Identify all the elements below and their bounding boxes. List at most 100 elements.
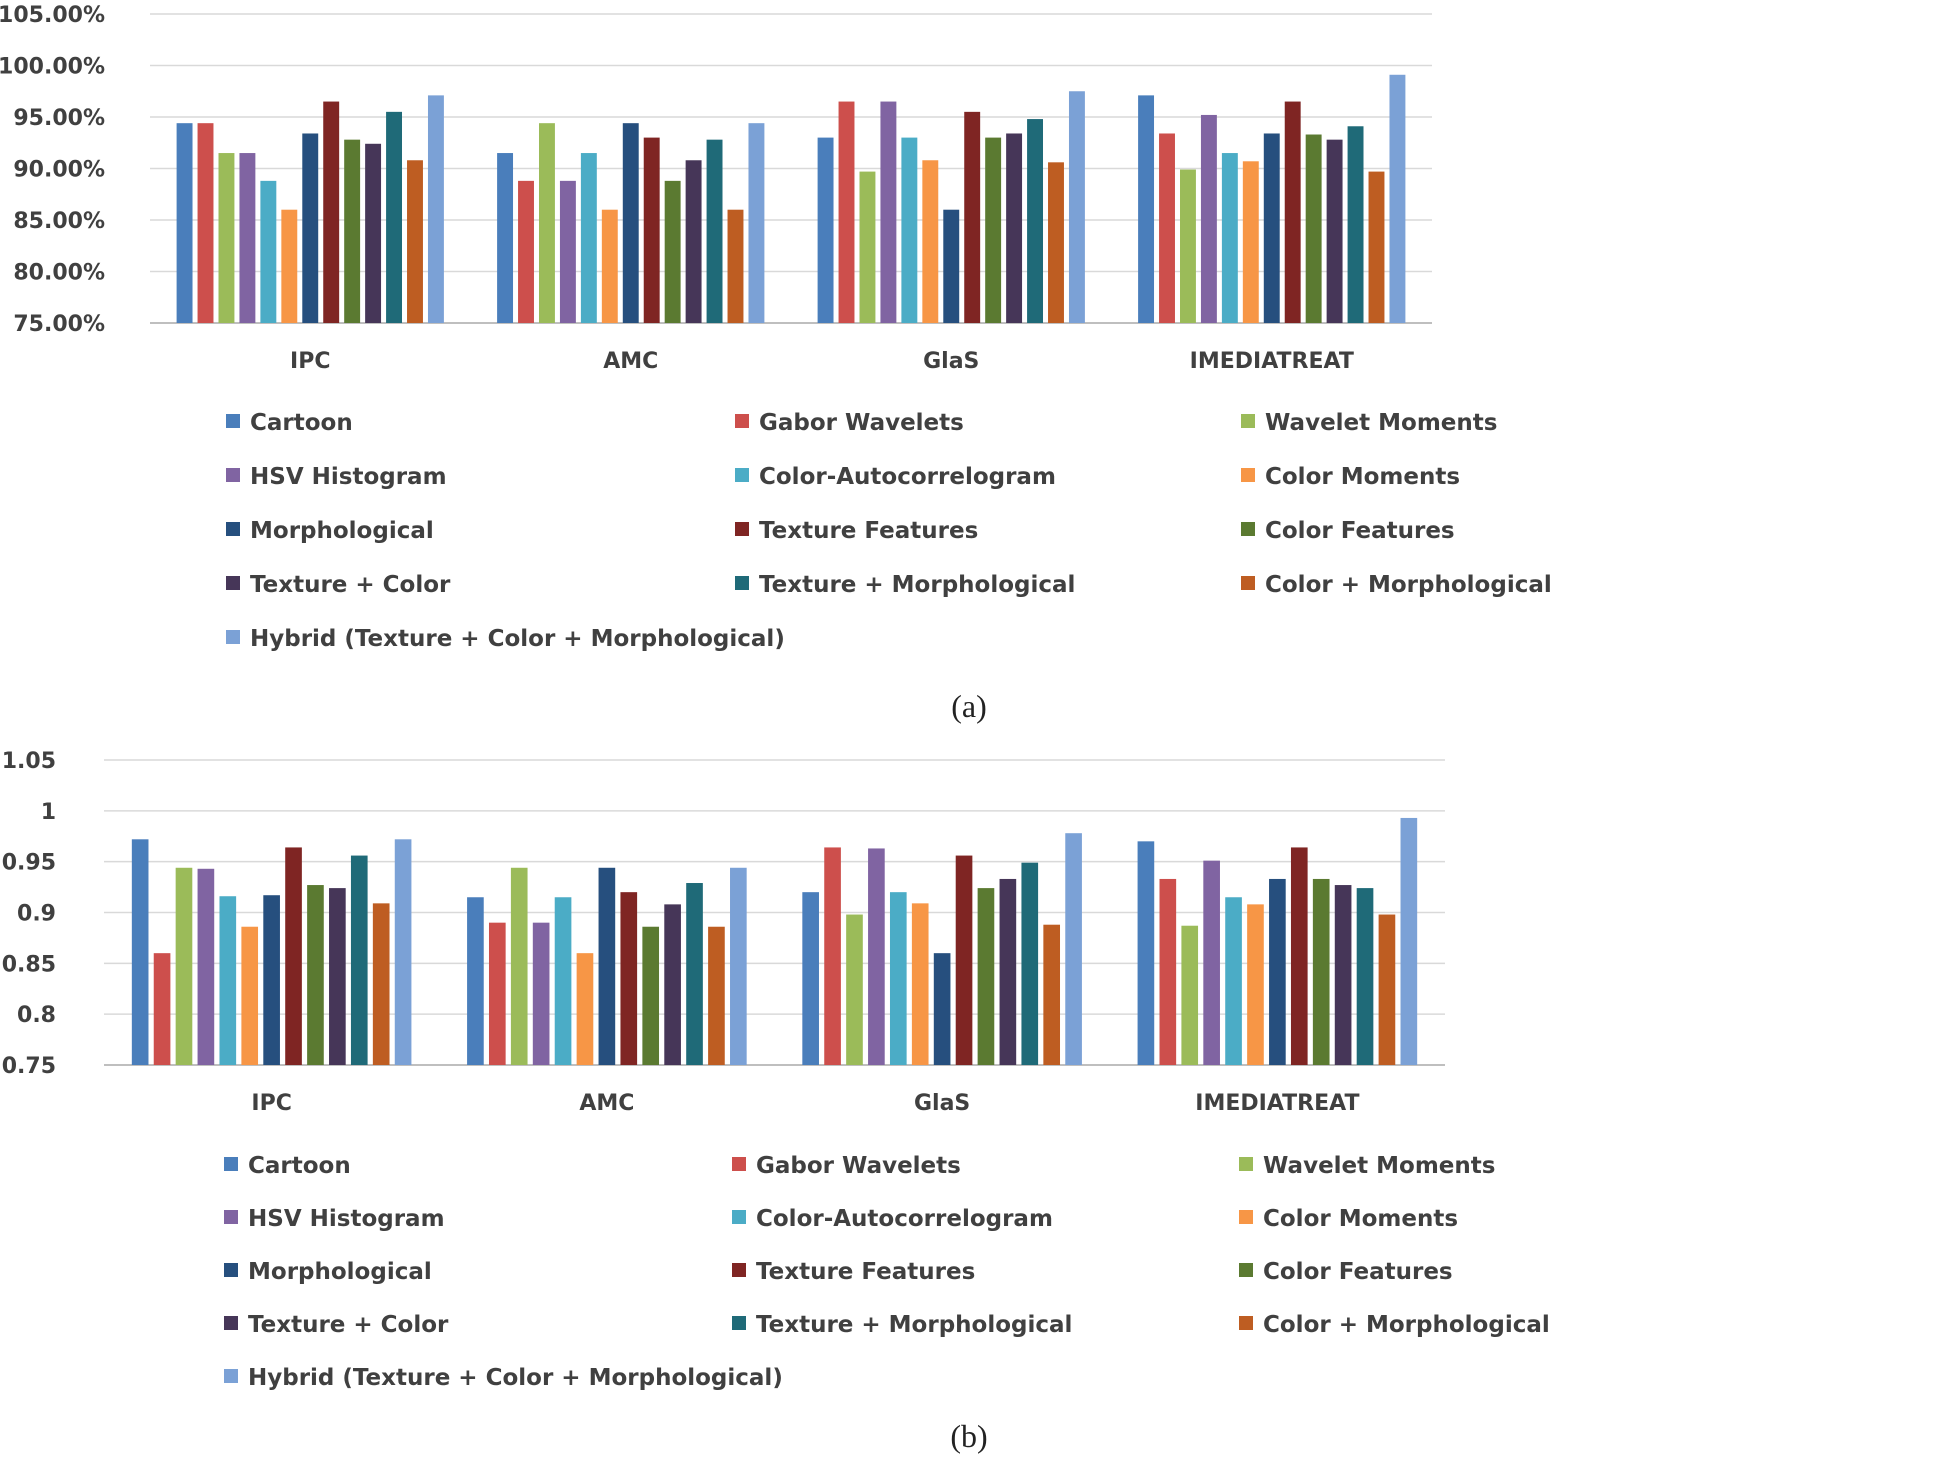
bar-ipc-color-features (307, 885, 324, 1065)
legend-label-texture-features: Texture Features (756, 1259, 975, 1285)
legend-swatch-color-morphological (1239, 1316, 1253, 1330)
legend-label-color-features: Color Features (1265, 518, 1455, 544)
bar-amc-cartoon (497, 153, 514, 323)
bar-amc-color-features (642, 926, 660, 1065)
legend-swatch-color-autocorrelogram (732, 1210, 746, 1224)
bar-ipc-cartoon (176, 123, 193, 324)
bar-amc-color-autocorrelogram (580, 153, 597, 323)
bar-glas-color-morphological (1048, 162, 1064, 323)
legend-label-gabor-wavelets: Gabor Wavelets (756, 1153, 961, 1179)
bar-imediatreat-color-morphological (1368, 171, 1385, 323)
legend-swatch-cartoon (226, 414, 240, 428)
caption-a: (a) (951, 688, 987, 724)
bar-glas-texture-features (964, 111, 981, 323)
bar-ipc-morphological (263, 895, 280, 1065)
bar-amc-color-morphological (708, 926, 725, 1065)
legend-label-texture-color: Texture + Color (250, 572, 451, 598)
legend-label-color-autocorrelogram: Color-Autocorrelogram (756, 1206, 1053, 1232)
bar-ipc-color-morphological (372, 903, 390, 1065)
bar-ipc-texture-color (365, 143, 382, 323)
category-label-glas: GlaS (923, 349, 979, 374)
bar-imediatreat-hybrid-texture-color-morphological (1389, 74, 1406, 324)
y-tick-label: 105.00% (0, 3, 105, 28)
legend-swatch-texture-morphological (732, 1316, 746, 1330)
legend-swatch-wavelet-moments (1241, 414, 1255, 428)
bar-ipc-hsv-histogram (197, 868, 215, 1065)
bar-imediatreat-color-moments (1247, 904, 1264, 1065)
bar-imediatreat-texture-color (1326, 139, 1343, 323)
bar-amc-morphological (598, 867, 616, 1065)
legend-label-texture-morphological: Texture + Morphological (756, 1312, 1072, 1338)
legend-swatch-morphological (224, 1263, 238, 1277)
bar-imediatreat-morphological (1263, 133, 1280, 323)
bar-amc-color-moments (576, 953, 594, 1065)
bar-amc-hsv-histogram (559, 180, 576, 323)
bar-imediatreat-wavelet-moments (1181, 925, 1199, 1065)
bar-glas-gabor-wavelets (824, 847, 841, 1065)
bar-glas-color-features (985, 137, 1002, 323)
bar-glas-color-autocorrelogram (889, 892, 907, 1065)
bar-glas-cartoon (802, 892, 819, 1065)
bar-imediatreat-gabor-wavelets (1159, 878, 1177, 1065)
bar-glas-cartoon (817, 137, 834, 323)
legend-swatch-texture-features (735, 522, 749, 536)
legend-swatch-color-autocorrelogram (735, 468, 749, 482)
legend-swatch-texture-morphological (735, 576, 749, 590)
bar-ipc-color-features (344, 139, 361, 323)
chart-panel-a: 75.00% 80.00% 85.00% 90.00% 95.00% 100.00% 105… (0, 3, 1552, 724)
bar-imediatreat-texture-morphological (1347, 126, 1364, 324)
bar-ipc-gabor-wavelets (197, 123, 214, 324)
legend-swatch-texture-color (226, 576, 240, 590)
y-tick-label: 75.00% (13, 312, 105, 337)
bar-amc-wavelet-moments (538, 123, 555, 324)
bar-glas-hybrid-texture-color-morphological (1065, 833, 1082, 1065)
bar-amc-cartoon (467, 897, 484, 1065)
bar-ipc-texture-morphological (350, 855, 368, 1065)
legend-swatch-morphological (226, 522, 240, 536)
y-tick-label: 100.00% (0, 55, 105, 80)
legend-label-cartoon: Cartoon (248, 1153, 351, 1179)
legend-label-hsv-histogram: HSV Histogram (248, 1206, 445, 1232)
legend-swatch-hybrid-texture-color-morphological (226, 630, 240, 644)
bar-amc-texture-features (643, 137, 660, 323)
legend-label-hybrid-texture-color-morphological: Hybrid (Texture + Color + Morphological) (248, 1365, 783, 1391)
category-label-glas: GlaS (914, 1091, 970, 1116)
legend-label-morphological: Morphological (250, 518, 434, 544)
bar-amc-texture-color (685, 160, 702, 323)
y-tick-label: 85.00% (13, 209, 105, 234)
legend-swatch-hsv-histogram (226, 468, 240, 482)
bar-ipc-wavelet-moments (218, 153, 235, 323)
y-tick-label: 0.75 (2, 1054, 56, 1079)
legend-label-cartoon: Cartoon (250, 410, 353, 436)
legend-label-color-autocorrelogram: Color-Autocorrelogram (759, 464, 1056, 490)
y-tick-label: 0.85 (2, 952, 56, 977)
category-label-amc: AMC (579, 1091, 634, 1116)
bar-glas-hybrid-texture-color-morphological (1068, 91, 1085, 323)
bar-ipc-wavelet-moments (175, 867, 193, 1065)
bar-imediatreat-hsv-histogram (1203, 860, 1220, 1065)
bar-imediatreat-texture-features (1284, 101, 1301, 323)
legend-label-color-morphological: Color + Morphological (1265, 572, 1552, 598)
bar-amc-texture-features (620, 892, 638, 1065)
bar-imediatreat-hybrid-texture-color-morphological (1400, 817, 1418, 1065)
bar-amc-color-autocorrelogram (554, 897, 572, 1065)
bar-glas-color-moments (922, 160, 939, 323)
bar-glas-texture-features (955, 855, 973, 1065)
bar-glas-texture-color (999, 878, 1017, 1065)
legend-label-gabor-wavelets: Gabor Wavelets (759, 410, 964, 436)
bar-glas-wavelet-moments (859, 171, 876, 323)
legend-swatch-hybrid-texture-color-morphological (224, 1369, 238, 1383)
bar-amc-gabor-wavelets (488, 922, 506, 1065)
category-label-ipc: IPC (251, 1091, 291, 1116)
legend-label-texture-morphological: Texture + Morphological (759, 572, 1075, 598)
bar-imediatreat-cartoon (1138, 95, 1155, 324)
category-label-imediatreat: IMEDIATREAT (1195, 1091, 1359, 1116)
legend-swatch-color-features (1239, 1263, 1253, 1277)
legend-label-hsv-histogram: HSV Histogram (250, 464, 447, 490)
legend-label-texture-color: Texture + Color (248, 1312, 449, 1338)
legend-swatch-gabor-wavelets (735, 414, 749, 428)
bar-glas-morphological (943, 209, 960, 323)
legend-label-morphological: Morphological (248, 1259, 432, 1285)
bar-imediatreat-gabor-wavelets (1159, 133, 1175, 323)
bar-glas-color-autocorrelogram (901, 137, 918, 323)
